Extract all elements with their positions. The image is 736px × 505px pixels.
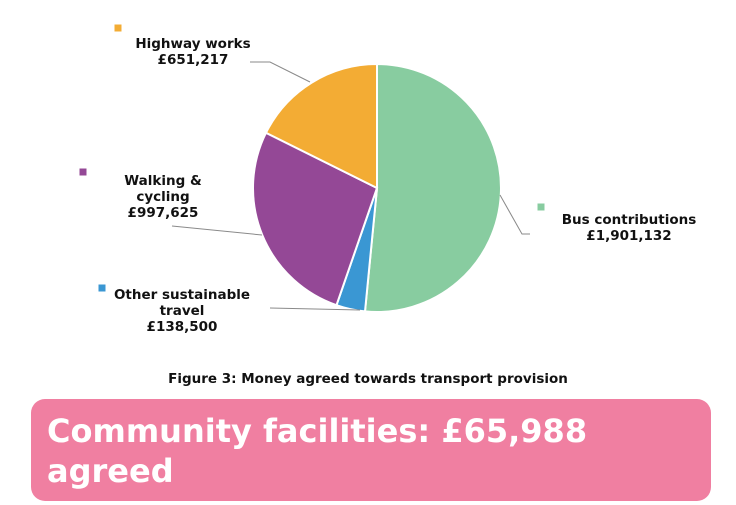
data-label-name-walking-cycling: cycling (136, 189, 189, 205)
data-label-value-bus-contributions: £1,901,132 (586, 228, 671, 244)
data-label-name-other-sustainable-travel: Other sustainable (114, 287, 250, 303)
data-label-name-highway-works: Highway works (135, 36, 250, 52)
data-label-value-other-sustainable-travel: £138,500 (147, 319, 218, 335)
legend-marker-other-sustainable-travel (98, 284, 106, 292)
pie-slice-bus-contributions (363, 62, 502, 313)
leader-line-bus-contributions (499, 194, 530, 235)
pie-slice-walking-cycling (252, 131, 379, 307)
legend-marker-highway-works (114, 24, 122, 32)
leader-line-other-sustainable-travel (269, 307, 361, 311)
legend-marker-bus-contributions (537, 203, 545, 211)
banner-text: Community facilities: £65,988 agreed (47, 412, 588, 490)
data-label-name-other-sustainable-travel: travel (160, 303, 205, 319)
leader-line-walking-cycling (171, 225, 263, 236)
community-facilities-banner: Community facilities: £65,988 agreed (31, 399, 711, 501)
data-label-name-bus-contributions: Bus contributions (562, 212, 697, 228)
leader-line-highway-works (250, 61, 311, 83)
pie-chart: Bus contributions£1,901,132 Other sustain… (79, 24, 697, 335)
legend-marker-walking-cycling (79, 168, 87, 176)
data-label-name-walking-cycling: Walking & (124, 173, 202, 189)
data-label-value-walking-cycling: £997,625 (128, 205, 199, 221)
pie-slice-highway-works (264, 62, 378, 190)
figure-caption: Figure 3: Money agreed towards transport… (168, 371, 568, 387)
data-label-value-highway-works: £651,217 (158, 52, 229, 68)
